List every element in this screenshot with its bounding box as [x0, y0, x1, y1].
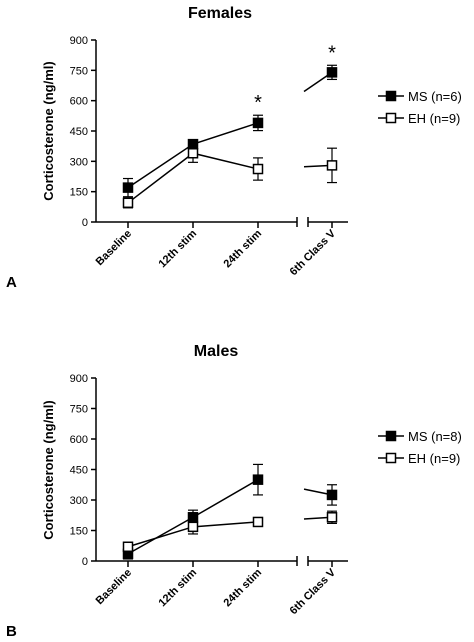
- y-tick-label: 150: [70, 526, 88, 538]
- legend-marker: [385, 112, 397, 124]
- y-tick-label: 900: [70, 35, 88, 47]
- data-point: [326, 160, 338, 171]
- x-tick-label: 24th stim: [221, 566, 264, 609]
- chart-panel-a: Females 0 150 300 450 600 750 900 Corticosterone…: [6, 5, 462, 291]
- legend-label: MS (n=8): [408, 429, 462, 444]
- chart-title: Females: [188, 5, 252, 22]
- y-tick-label: 600: [70, 96, 88, 108]
- x-tick-label: 6th Class V: [288, 227, 339, 278]
- y-tick-label: 600: [70, 434, 88, 446]
- legend-marker: [385, 452, 397, 464]
- y-tick-label: 0: [82, 217, 88, 229]
- y-tick-label: 300: [70, 156, 88, 168]
- series-eh: [122, 143, 338, 209]
- y-tick-label: 750: [70, 404, 88, 416]
- legend-label: EH (n=9): [408, 451, 460, 466]
- legend-item: EH (n=9): [378, 451, 460, 466]
- legend-marker: [385, 90, 397, 102]
- y-tick-label: 450: [70, 126, 88, 138]
- data-point: [187, 521, 199, 533]
- data-point: [326, 489, 338, 501]
- x-tick-label: 6th Class V: [288, 566, 339, 617]
- data-point: [252, 516, 264, 528]
- legend-item: MS (n=8): [378, 429, 462, 444]
- panel-label: B: [6, 623, 17, 640]
- data-point: [122, 541, 134, 553]
- x-tick-label: Baseline: [94, 228, 134, 268]
- data-point: [326, 512, 338, 523]
- y-axis-title: Corticosterone (ng/ml): [41, 61, 56, 200]
- series-ms: [122, 64, 338, 198]
- series-eh: [122, 510, 338, 553]
- data-point: [326, 67, 338, 78]
- y-tick-label: 900: [70, 373, 88, 385]
- data-point: [252, 474, 264, 485]
- y-tick-label: 450: [70, 465, 88, 477]
- chart-title: Males: [194, 343, 239, 360]
- data-point: [187, 147, 199, 159]
- panel-label: A: [6, 274, 17, 291]
- data-point: [252, 117, 264, 129]
- y-tick-label: 750: [70, 65, 88, 77]
- x-tick-label: 12th stim: [156, 566, 199, 609]
- x-tick-label: 24th stim: [221, 227, 264, 270]
- legend-label: MS (n=6): [408, 89, 462, 104]
- data-point: [122, 197, 134, 209]
- series-ms: [122, 463, 338, 560]
- legend-item: MS (n=6): [378, 89, 462, 104]
- data-point: [122, 182, 134, 193]
- y-axis-title: Corticosterone (ng/ml): [41, 400, 56, 539]
- legend-item: EH (n=9): [378, 111, 460, 126]
- legend-marker: [385, 430, 397, 442]
- significance-star: *: [254, 92, 262, 114]
- chart-panel-b: Males 0 150 300 450 600 750 900 Corticosterone (…: [6, 343, 462, 640]
- x-tick-label: Baseline: [94, 567, 134, 607]
- legend-label: EH (n=9): [408, 111, 460, 126]
- significance-star: *: [328, 42, 336, 64]
- y-tick-label: 150: [70, 187, 88, 199]
- y-tick-label: 0: [82, 556, 88, 568]
- data-point: [252, 163, 264, 175]
- y-tick-label: 300: [70, 495, 88, 507]
- x-tick-label: 12th stim: [156, 227, 199, 270]
